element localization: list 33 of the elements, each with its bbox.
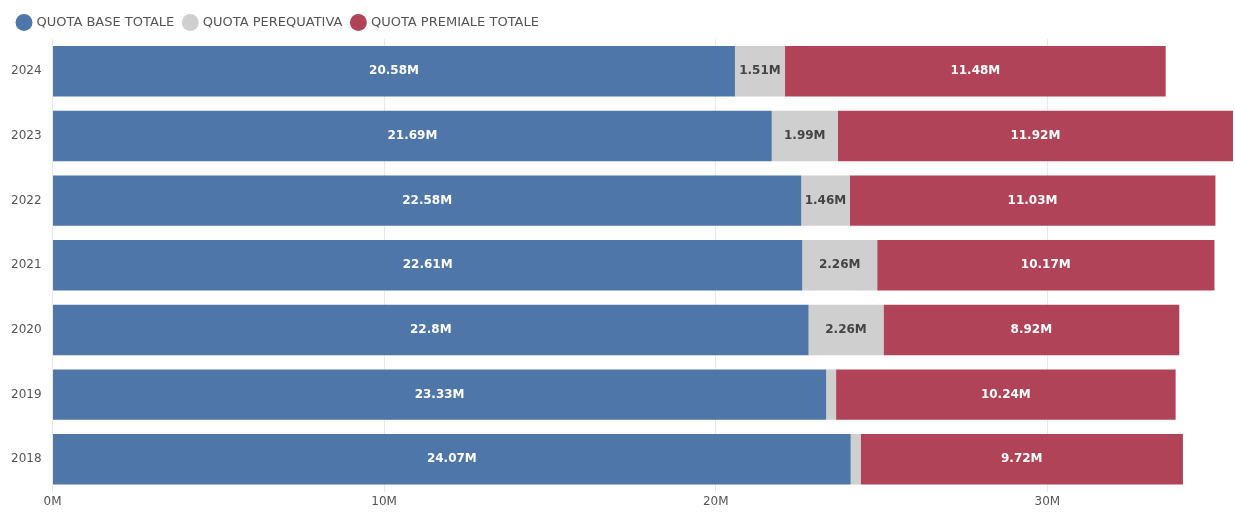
y-tick-label: 2022: [10, 192, 42, 207]
y-tick-label: 2020: [10, 322, 42, 337]
x-tick-label: 30M: [1034, 493, 1061, 508]
y-tick-label: 2024: [10, 63, 42, 78]
data-label: 10.17M: [1020, 257, 1071, 272]
data-label: 11.48M: [950, 63, 1001, 78]
data-label: 21.69M: [387, 128, 438, 143]
data-label: 2.26M: [818, 257, 861, 272]
y-tick-label: 2023: [10, 128, 42, 143]
data-label: 1.99M: [783, 128, 826, 143]
x-tick-label: 0M: [43, 493, 62, 508]
data-label: 1.51M: [739, 63, 781, 78]
y-tick-label: 2018: [10, 451, 42, 466]
data-label: 22.8M: [410, 322, 452, 337]
data-label: 9.72M: [1001, 451, 1043, 466]
data-label: 22.61M: [402, 257, 453, 272]
data-label: 11.03M: [1007, 192, 1058, 207]
data-label: 24.07M: [426, 451, 477, 466]
y-tick-label: 2019: [10, 386, 42, 401]
legend-label: QUOTA BASE TOTALE: [36, 13, 175, 29]
legend-label: QUOTA PREMIALE TOTALE: [370, 13, 539, 29]
data-label: 8.92M: [1010, 322, 1053, 337]
data-label: 22.58M: [402, 192, 453, 207]
data-label: 23.33M: [414, 386, 465, 401]
data-label: 11.92M: [1010, 128, 1061, 143]
x-tick-label: 20M: [702, 493, 729, 508]
data-label: 20.58M: [369, 63, 419, 78]
data-label: 10.24M: [980, 386, 1031, 401]
y-tick-label: 2021: [10, 257, 42, 272]
x-tick-label: 10M: [371, 493, 397, 508]
data-label: 1.46M: [804, 192, 847, 207]
data-label: 2.26M: [825, 322, 867, 337]
legend-label: QUOTA PEREQUATIVA: [202, 13, 343, 29]
